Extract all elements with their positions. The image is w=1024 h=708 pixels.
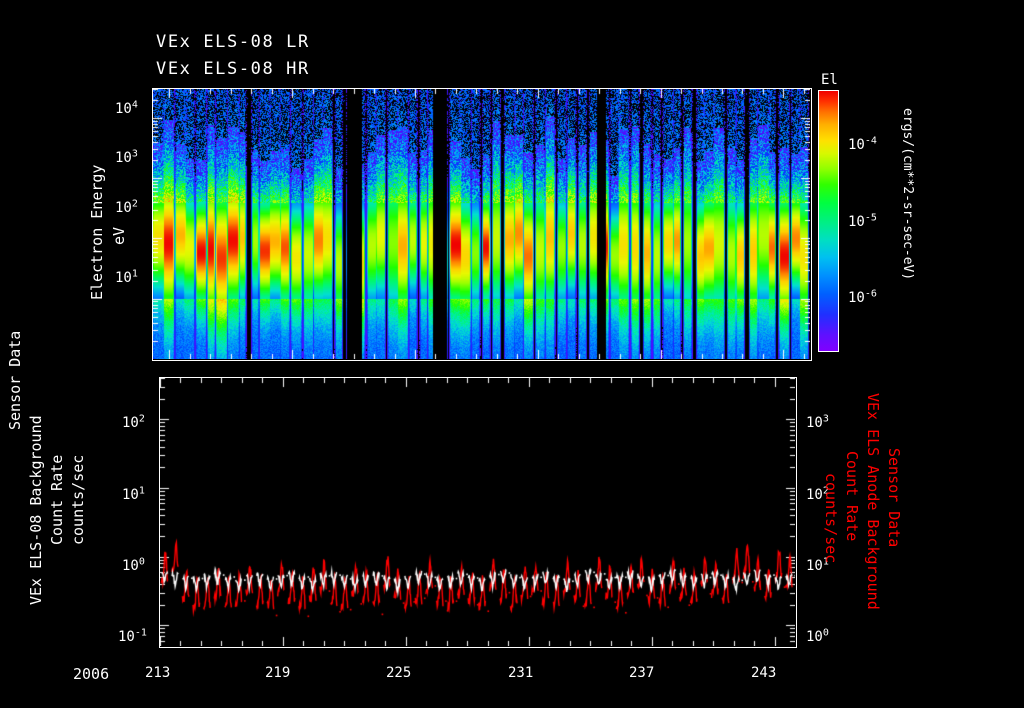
- xaxis-year-label: 2006: [73, 665, 110, 683]
- bottom-left-ytick-10e2: 102: [122, 413, 145, 431]
- bottom-right-ytick-10e3: 103: [806, 413, 829, 431]
- bottom-left-label-count-rate: Count Rate: [48, 454, 66, 545]
- bottom-left-label-units: counts/sec: [69, 454, 87, 545]
- xtick-237: 237: [629, 665, 655, 681]
- xtick-225: 225: [386, 665, 412, 681]
- bottom-right-label-anode-background: VEx ELS Anode Background: [864, 393, 882, 610]
- xtick-231: 231: [508, 665, 534, 681]
- bottom-left-label-background: VEx ELS-08 Background: [27, 415, 45, 605]
- bottom-left-ytick-10e0: 100: [122, 556, 145, 574]
- top-ytick-10e1: 101: [115, 268, 138, 286]
- plot-title-lr: VEx ELS-08 LR: [156, 32, 310, 52]
- bottom-right-ytick-10e1: 101: [806, 556, 829, 574]
- bottom-right-ytick-10e0: 100: [806, 627, 829, 645]
- xtick-243: 243: [751, 665, 777, 681]
- colorbar-title: El: [821, 72, 838, 88]
- xtick-219: 219: [265, 665, 291, 681]
- bottom-right-label-units: counts/sec: [822, 473, 840, 564]
- bottom-right-label-count-rate: Count Rate: [843, 451, 861, 542]
- top-panel-ylabel-unit: eV: [110, 226, 128, 245]
- top-panel-ylabel-energy: Electron Energy: [88, 164, 106, 300]
- bottom-left-ytick-10e1: 101: [122, 485, 145, 503]
- bottom-left-label-sensor-data: Sensor Data: [6, 330, 24, 430]
- colorbar-units-label: ergs/(cm**2-sr-sec-eV): [900, 108, 915, 281]
- colorbar-tick-10e-5: 10-5: [848, 212, 877, 230]
- bottom-left-ytick-10e-1: 10-1: [118, 627, 147, 645]
- spectrogram-image: [153, 89, 810, 359]
- spectrogram-panel: [152, 88, 812, 361]
- top-ytick-10e4: 104: [115, 99, 138, 117]
- top-ytick-10e3: 103: [115, 148, 138, 166]
- top-ytick-10e2: 102: [115, 198, 138, 216]
- bottom-right-label-sensor-data: Sensor Data: [885, 448, 903, 548]
- colorbar-tick-10e-6: 10-6: [848, 288, 877, 306]
- plot-title-hr: VEx ELS-08 HR: [156, 59, 310, 79]
- colorbar-tick-10e-4: 10-4: [848, 135, 877, 153]
- bottom-right-ytick-10e2: 102: [806, 485, 829, 503]
- timeseries-panel: [159, 377, 797, 648]
- xtick-213: 213: [145, 665, 171, 681]
- colorbar-gradient: [818, 90, 839, 352]
- timeseries-traces: [160, 378, 795, 646]
